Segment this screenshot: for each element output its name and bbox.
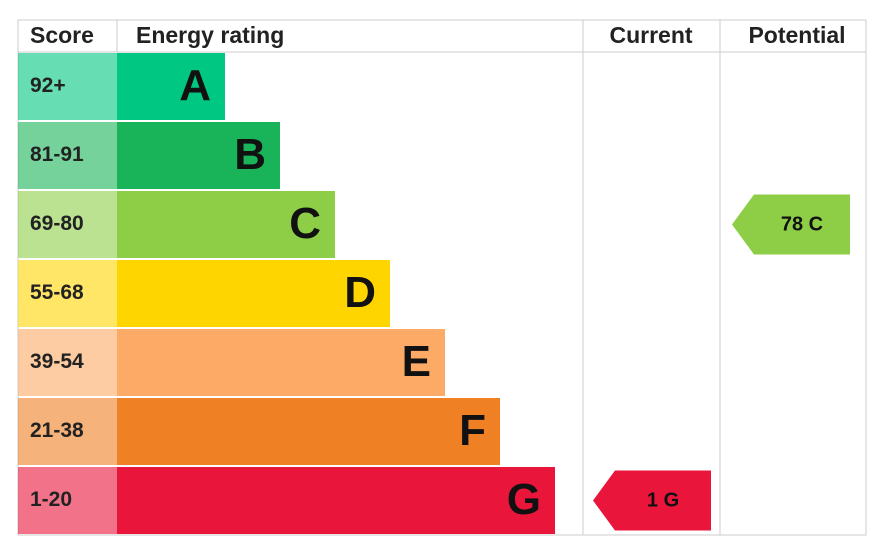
header-energy: Energy rating [136, 22, 284, 48]
header-potential: Potential [748, 22, 845, 48]
score-cell [18, 53, 117, 120]
rating-letter: E [402, 337, 431, 386]
score-cell [18, 398, 117, 465]
rating-bar [117, 191, 335, 258]
score-cell [18, 191, 117, 258]
score-label: 39-54 [30, 350, 84, 373]
score-label: 69-80 [30, 212, 84, 235]
rating-bar [117, 122, 280, 189]
score-label: 1-20 [30, 488, 72, 511]
potential-rating: C [809, 214, 823, 236]
score-label: 55-68 [30, 281, 84, 304]
score-cell [18, 329, 117, 396]
bands: 92+ A 81-91 B 69-80 C 55-68 D 39-54 E 21-38 F 1-20 G [18, 53, 555, 534]
tags: 1 G 78 C [593, 194, 850, 531]
rating-letter: B [234, 130, 266, 179]
potential-label: 78 C [781, 214, 823, 236]
rating-bar [117, 260, 390, 327]
score-label: 21-38 [30, 419, 84, 442]
rating-letter: A [179, 61, 211, 110]
score-cell [18, 122, 117, 189]
rating-bar [117, 398, 500, 465]
header-current: Current [609, 22, 692, 48]
rating-letter: C [289, 199, 321, 248]
current-rating: G [664, 490, 680, 512]
score-cell [18, 467, 117, 534]
current-arrow [593, 470, 711, 531]
rating-letter: D [344, 268, 376, 317]
rating-bar [117, 467, 555, 534]
rating-bar [117, 329, 445, 396]
rating-letter: G [507, 475, 541, 524]
header-score: Score [30, 22, 94, 48]
score-label: 81-91 [30, 143, 84, 166]
rating-bar [117, 53, 225, 120]
score-label: 92+ [30, 74, 66, 97]
score-cell [18, 260, 117, 327]
potential-score: 78 [781, 214, 803, 236]
rating-letter: F [459, 406, 486, 455]
current-score: 1 [647, 490, 658, 512]
current-label: 1 G [647, 490, 679, 512]
potential-arrow [732, 194, 850, 255]
